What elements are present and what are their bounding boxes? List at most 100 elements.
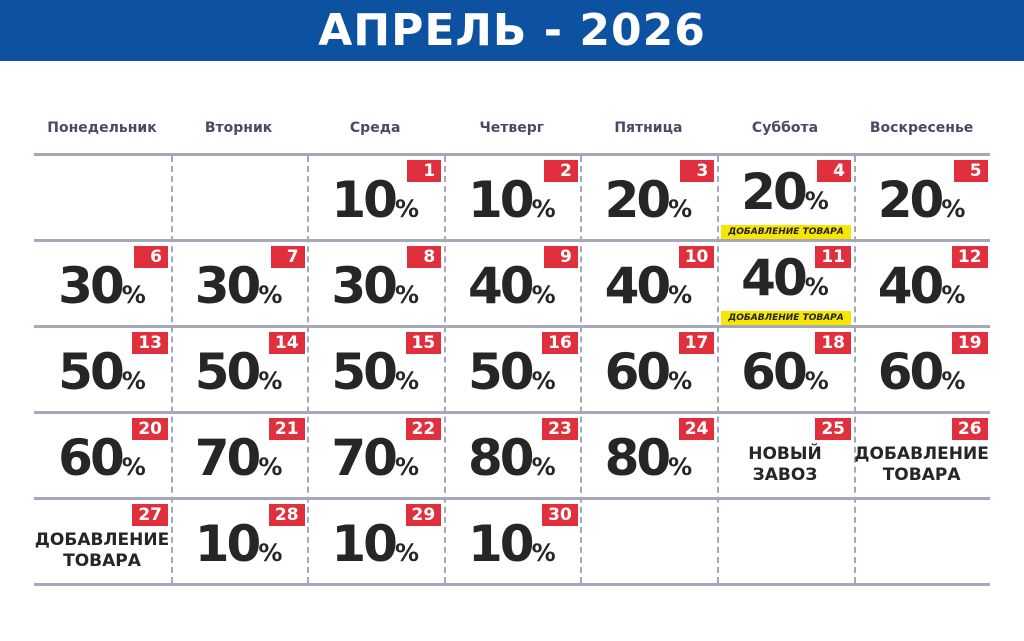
empty-cell	[580, 500, 716, 585]
day-note-line: НОВЫЙ	[748, 444, 822, 464]
day-note-line: ДОБАВЛЕНИЕ	[854, 444, 989, 464]
day-number-badge: 6	[134, 246, 168, 268]
day-number-badge: 8	[407, 246, 442, 268]
discount-value: 60%	[717, 342, 853, 411]
discount-number: 40	[604, 257, 672, 315]
percent-sign: %	[394, 539, 419, 567]
weekday-label: Среда	[349, 120, 401, 136]
discount-value: 20%	[580, 170, 716, 239]
weekday-label: Четверг	[479, 120, 545, 136]
day-number-badge: 21	[268, 418, 305, 440]
day-note: ДОБАВЛЕНИЕ ТОВАРА	[34, 530, 170, 572]
day-number-badge: 9	[543, 246, 578, 268]
restock-tag: ДОБАВЛЕНИЕ ТОВАРА	[721, 311, 851, 325]
discount-value: 30%	[34, 256, 170, 325]
discount-number: 50	[194, 343, 262, 401]
day-number-badge: 2	[543, 160, 578, 182]
day-cell: 25 НОВЫЙ ЗАВОЗ	[717, 414, 853, 499]
day-cell: 12 40%	[854, 242, 990, 327]
percent-sign: %	[531, 453, 556, 481]
day-cell: 9 40%	[444, 242, 580, 327]
discount-number: 30	[331, 257, 398, 315]
discount-number: 10	[331, 515, 398, 573]
discount-number: 50	[467, 343, 535, 401]
percent-sign: %	[804, 273, 829, 301]
day-note-line: ТОВАРА	[63, 551, 141, 571]
day-number-badge: 28	[268, 504, 305, 526]
discount-value: 70%	[307, 428, 443, 497]
percent-sign: %	[804, 367, 829, 395]
discount-value: 20%	[854, 170, 990, 239]
discount-number: 70	[194, 429, 262, 487]
day-cell: 18 60%	[717, 328, 853, 413]
row-divider	[34, 239, 990, 242]
column-divider	[307, 156, 310, 583]
empty-cell	[717, 500, 853, 585]
discount-number: 70	[331, 429, 398, 487]
percent-sign: %	[121, 367, 146, 395]
day-cell: 15 50%	[307, 328, 443, 413]
day-cell: 29 10%	[307, 500, 443, 585]
empty-cell	[34, 156, 170, 241]
percent-sign: %	[531, 539, 556, 567]
row-divider	[34, 411, 990, 414]
row-divider	[34, 583, 990, 586]
percent-sign: %	[668, 367, 693, 395]
percent-sign: %	[531, 195, 556, 223]
day-number-badge: 13	[132, 332, 168, 354]
day-cell: 8 30%	[307, 242, 443, 327]
discount-value: 80%	[444, 428, 580, 497]
day-cell: 13 50%	[34, 328, 170, 413]
day-number-badge: 23	[542, 418, 578, 440]
calendar-grid: 1 10% 2 10% 3 20% 4 20% ДОБАВЛЕНИЕ ТОВАРА 5 20% 6 30…	[34, 153, 990, 586]
percent-sign: %	[394, 453, 419, 481]
percent-sign: %	[258, 539, 283, 567]
discount-value: 10%	[444, 170, 580, 239]
discount-number: 10	[194, 515, 262, 573]
percent-sign: %	[394, 367, 419, 395]
percent-sign: %	[668, 453, 693, 481]
percent-sign: %	[258, 281, 283, 309]
day-cell: 11 40% ДОБАВЛЕНИЕ ТОВАРА	[717, 242, 853, 327]
column-divider	[580, 156, 583, 583]
percent-sign: %	[531, 281, 556, 309]
percent-sign: %	[258, 367, 283, 395]
percent-sign: %	[668, 281, 693, 309]
discount-number: 30	[194, 257, 262, 315]
percent-sign: %	[941, 367, 966, 395]
day-number-badge: 18	[815, 332, 851, 354]
weekday-label: Понедельник	[47, 120, 157, 136]
discount-value: 20%	[717, 162, 853, 231]
day-note-line: ЗАВОЗ	[752, 465, 818, 485]
day-number-badge: 12	[951, 246, 988, 268]
discount-number: 10	[331, 171, 398, 229]
day-cell: 2 10%	[444, 156, 580, 241]
day-number-badge: 25	[815, 418, 851, 440]
day-number-badge: 3	[680, 160, 715, 182]
discount-number: 10	[467, 171, 535, 229]
day-cell: 14 50%	[171, 328, 307, 413]
row-divider	[34, 497, 990, 500]
day-number-badge: 15	[405, 332, 442, 354]
discount-number: 60	[741, 343, 808, 401]
percent-sign: %	[668, 195, 693, 223]
restock-tag: ДОБАВЛЕНИЕ ТОВАРА	[721, 225, 851, 239]
weekday-label: Вторник	[204, 120, 273, 136]
day-number-badge: 7	[270, 246, 305, 268]
day-number-badge: 1	[407, 160, 442, 182]
percent-sign: %	[258, 453, 283, 481]
discount-value: 10%	[307, 514, 443, 583]
column-divider	[853, 156, 856, 583]
day-number-badge: 4	[817, 160, 851, 182]
day-cell: 1 10%	[307, 156, 443, 241]
discount-value: 60%	[34, 428, 170, 497]
discount-number: 30	[58, 257, 125, 315]
day-number-badge: 20	[132, 418, 168, 440]
discount-number: 80	[467, 429, 535, 487]
day-number-badge: 27	[132, 504, 168, 526]
day-cell: 4 20% ДОБАВЛЕНИЕ ТОВАРА	[717, 156, 853, 241]
discount-value: 50%	[171, 342, 307, 411]
column-divider	[717, 156, 719, 583]
day-number-badge: 17	[678, 332, 715, 354]
percent-sign: %	[121, 281, 146, 309]
